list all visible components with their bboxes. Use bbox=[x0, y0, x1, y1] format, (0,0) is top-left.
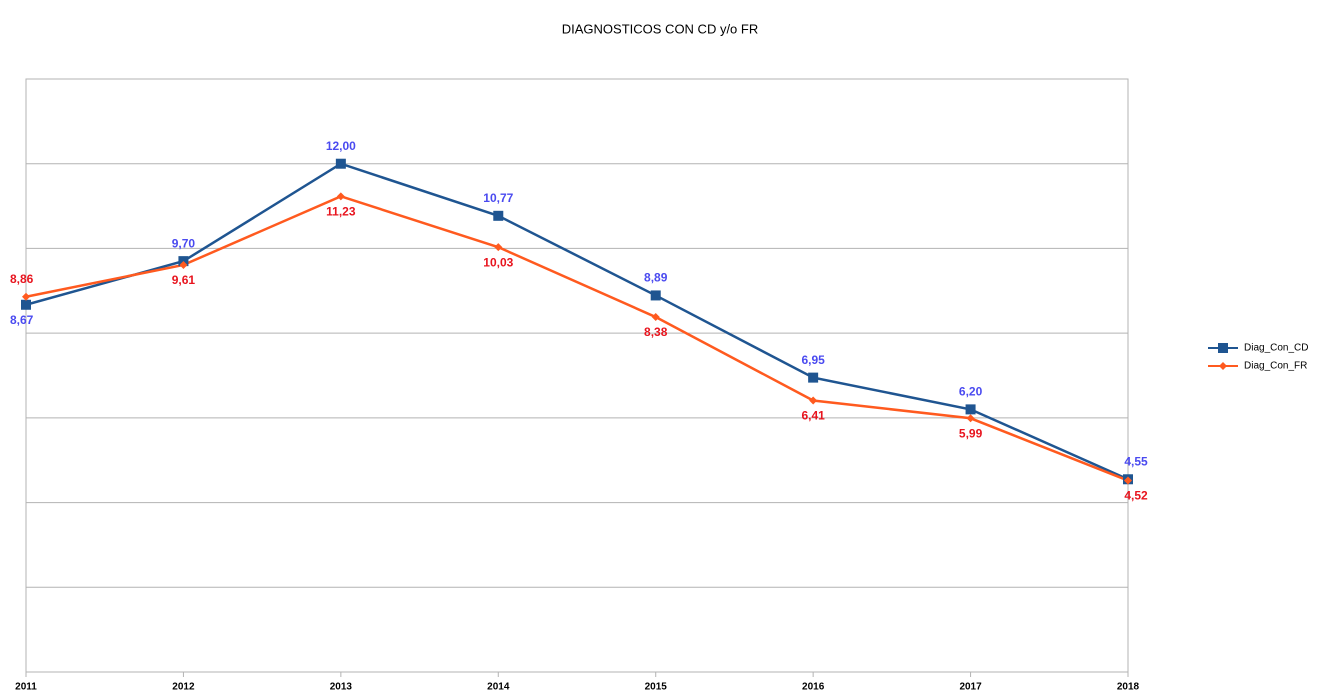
data-label: 4,55 bbox=[1124, 454, 1148, 468]
data-label: 11,23 bbox=[326, 205, 356, 219]
data-label: 10,03 bbox=[483, 255, 513, 269]
line bbox=[25, 194, 1129, 482]
marker bbox=[651, 313, 660, 322]
x-tick-label: 2016 bbox=[802, 682, 825, 691]
marker bbox=[1218, 343, 1228, 353]
chart-title: DIAGNOSTICOS CON CD y/o FR bbox=[562, 21, 758, 36]
marker bbox=[336, 192, 345, 201]
marker bbox=[494, 243, 503, 252]
marker bbox=[1124, 476, 1132, 485]
data-label: 8,38 bbox=[644, 325, 668, 339]
x-tick-label: 2018 bbox=[1117, 682, 1140, 691]
marker bbox=[965, 404, 976, 415]
data-label: 6,20 bbox=[959, 385, 983, 399]
x-tick-label: 2011 bbox=[15, 682, 37, 691]
data-label: 9,70 bbox=[172, 236, 196, 250]
x-tick-label: 2012 bbox=[172, 682, 195, 691]
data-label: 6,95 bbox=[801, 353, 825, 367]
marker bbox=[179, 260, 188, 269]
plot-area bbox=[25, 78, 1129, 673]
x-tick-label: 2017 bbox=[959, 682, 982, 691]
legend-label: Diag_Con_FR bbox=[1244, 361, 1307, 372]
marker bbox=[22, 292, 30, 301]
data-label: 12,00 bbox=[326, 139, 356, 153]
data-label: 9,61 bbox=[172, 273, 196, 287]
line bbox=[25, 162, 1129, 481]
marker bbox=[335, 158, 346, 169]
marker bbox=[809, 396, 818, 405]
marker bbox=[650, 290, 661, 301]
data-label: 10,77 bbox=[483, 191, 513, 205]
marker bbox=[493, 210, 504, 221]
data-label: 8,67 bbox=[10, 313, 34, 327]
marker bbox=[1219, 362, 1227, 370]
x-tick-label: 2014 bbox=[487, 682, 510, 691]
data-label: 8,89 bbox=[644, 271, 668, 285]
marker bbox=[808, 372, 819, 383]
x-tick-label: 2015 bbox=[645, 682, 668, 691]
marker bbox=[21, 299, 31, 310]
data-label: 8,86 bbox=[10, 272, 34, 286]
marker bbox=[966, 414, 975, 423]
x-tick-label: 2013 bbox=[330, 682, 353, 691]
data-label: 4,52 bbox=[1124, 489, 1148, 503]
legend-label: Diag_Con_CD bbox=[1244, 343, 1308, 354]
data-label: 6,41 bbox=[801, 409, 825, 423]
data-label: 5,99 bbox=[959, 426, 983, 440]
